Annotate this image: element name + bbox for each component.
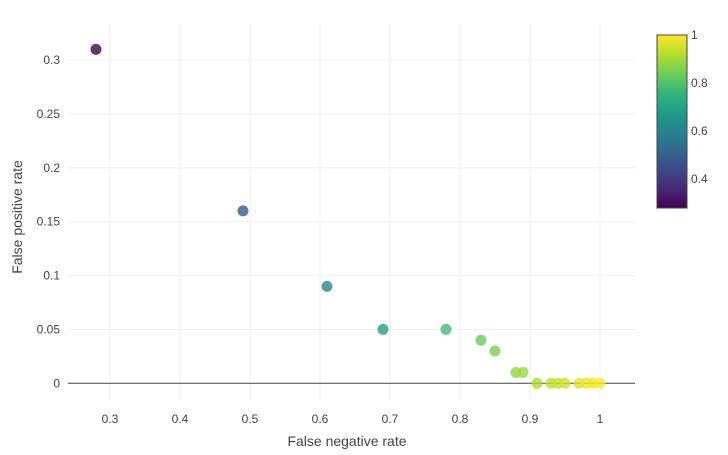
data-point bbox=[559, 377, 571, 389]
data-point bbox=[90, 43, 102, 55]
data-point bbox=[531, 377, 543, 389]
colorbar-tick-label: 0.4 bbox=[691, 172, 708, 186]
y-tick-label: 0 bbox=[53, 376, 60, 390]
x-tick-label: 0.5 bbox=[242, 412, 259, 426]
y-tick-label: 0.2 bbox=[43, 161, 60, 175]
data-point bbox=[377, 323, 389, 335]
x-axis-title: False negative rate bbox=[287, 433, 406, 449]
x-tick-label: 0.9 bbox=[522, 412, 539, 426]
colorbar-ticks: 0.4 0.6 0.8 1 bbox=[691, 28, 708, 186]
data-point bbox=[440, 323, 452, 335]
x-tick-label: 0.6 bbox=[312, 412, 329, 426]
x-tick-label: 1 bbox=[597, 412, 604, 426]
x-tick-label: 0.8 bbox=[452, 412, 469, 426]
colorbar: 0.4 0.6 0.8 1 bbox=[656, 28, 708, 209]
colorbar-tick-label: 0.6 bbox=[691, 124, 708, 138]
y-axis-title: False positive rate bbox=[9, 160, 25, 274]
y-tick-label: 0.05 bbox=[37, 322, 61, 336]
x-tick-label: 0.4 bbox=[172, 412, 189, 426]
data-point bbox=[517, 367, 529, 379]
x-tick-label: 0.3 bbox=[102, 412, 119, 426]
data-point bbox=[237, 205, 249, 217]
data-point bbox=[475, 334, 487, 346]
data-point bbox=[489, 345, 501, 357]
data-point bbox=[594, 377, 606, 389]
points-layer bbox=[90, 43, 606, 389]
y-tick-label: 0.25 bbox=[37, 107, 61, 121]
y-tick-label: 0.3 bbox=[43, 53, 60, 67]
colorbar-gradient bbox=[656, 34, 688, 209]
y-tick-label: 0.1 bbox=[43, 269, 60, 283]
colorbar-tick-label: 0.8 bbox=[691, 76, 708, 90]
tick-labels-layer: 0.3 0.4 0.5 0.6 0.7 0.8 0.9 1 0 0.05 0.1 0.15 0.2 0.2… bbox=[37, 53, 604, 426]
grid-layer bbox=[68, 24, 635, 400]
x-tick-label: 0.7 bbox=[382, 412, 399, 426]
data-point bbox=[321, 280, 333, 292]
colorbar-tick-label: 1 bbox=[691, 28, 698, 42]
y-tick-label: 0.15 bbox=[37, 215, 61, 229]
